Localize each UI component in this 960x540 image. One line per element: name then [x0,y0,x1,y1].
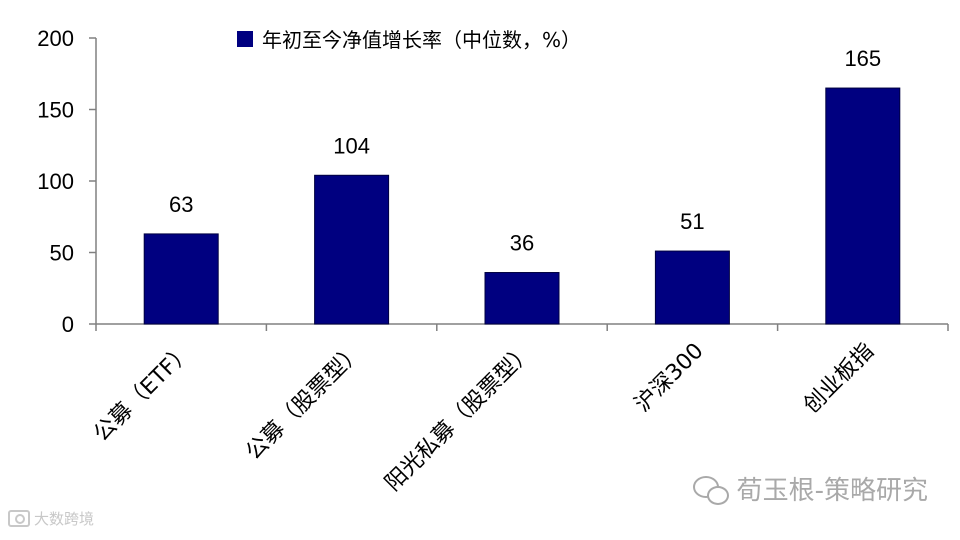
data-label: 36 [510,231,534,256]
y-tick-label: 100 [37,169,74,194]
category-label: 公募（股票型） [241,339,368,466]
legend: 年初至今净值增长率（中位数，%） [237,28,581,52]
y-axis-ticks: 0 50 100 150 200 [37,26,96,337]
legend-swatch [237,31,253,47]
bar [825,87,901,325]
wechat-icon [692,474,729,505]
watermark-wechat: 荀玉根-策略研究 [692,470,928,507]
category-label: 创业板指 [799,339,879,419]
watermark-site: 大数跨境 [8,508,94,529]
bars [143,87,901,325]
x-axis-ticks [95,324,949,331]
bar [654,250,730,325]
bar [484,272,560,325]
bar [143,233,219,325]
y-tick-label: 0 [62,312,74,337]
data-label: 165 [844,46,881,71]
y-tick-label: 50 [50,241,74,266]
watermark-wechat-text: 荀玉根-策略研究 [736,476,928,506]
legend-label: 年初至今净值增长率（中位数，%） [262,28,581,52]
bar [314,174,390,325]
camera-icon [8,510,30,527]
category-label: 沪深300 [630,339,708,417]
data-label: 63 [169,192,193,217]
data-labels: 63 104 36 51 165 [169,46,881,255]
y-tick-label: 200 [37,26,74,51]
category-label: 阳光私募（股票型） [381,339,539,497]
data-label: 104 [333,133,370,158]
category-label: 公募（ETF） [89,339,197,447]
data-label: 51 [680,209,704,234]
watermark-site-text: 大数跨境 [34,510,95,528]
y-tick-label: 150 [37,98,74,123]
